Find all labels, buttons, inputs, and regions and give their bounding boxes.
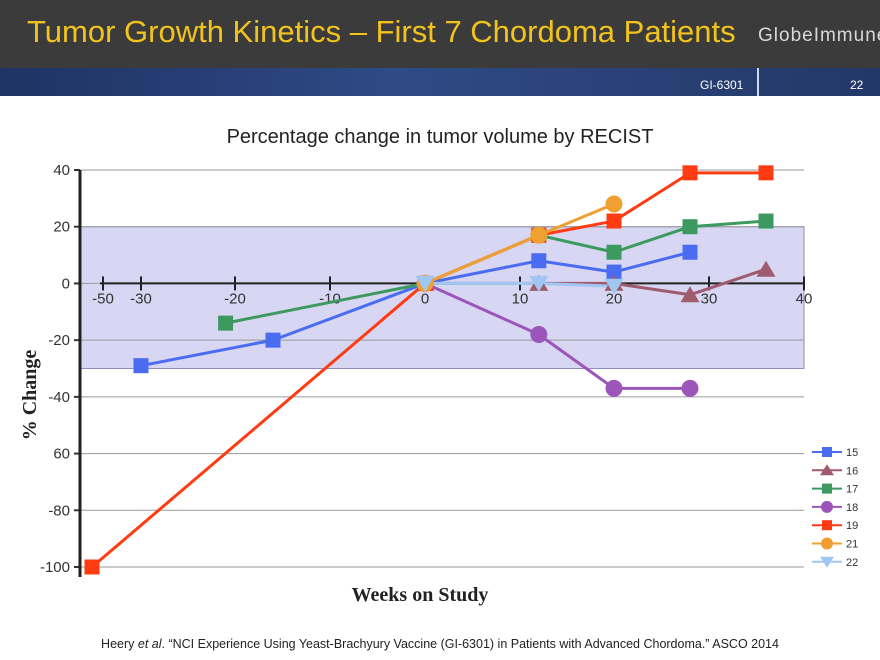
legend-label-21: 21 (846, 539, 858, 551)
series-line-15 (140, 250, 691, 368)
data-point-15 (531, 253, 547, 269)
legend-label-22: 22 (846, 557, 858, 569)
data-point-18 (681, 379, 699, 397)
data-point-16 (680, 286, 700, 303)
x-tick-label: 10 (512, 290, 529, 307)
legend-marker-15 (822, 447, 832, 457)
data-point-19 (84, 559, 100, 575)
data-point-18 (530, 325, 548, 343)
y-tick-label: -40 (48, 389, 70, 406)
legend-label-15: 15 (846, 447, 858, 459)
citation-etal: et al (137, 637, 162, 651)
data-point-15 (133, 358, 149, 374)
legend-marker-18 (821, 500, 833, 513)
legend-marker-21 (821, 537, 833, 550)
citation-rest: . “NCI Experience Using Yeast-Brachyury … (161, 637, 779, 651)
series-line-18 (424, 282, 690, 390)
legend-marker-22 (820, 556, 834, 568)
data-point-19 (682, 165, 698, 181)
legend-label-19: 19 (846, 520, 858, 532)
data-point-17 (606, 244, 622, 260)
citation-prefix: Heery (101, 637, 138, 651)
data-point-17 (758, 213, 774, 229)
data-point-22 (415, 275, 435, 292)
data-point-21 (530, 226, 548, 244)
x-tick-label: -20 (224, 290, 246, 307)
data-point-15 (606, 264, 622, 280)
chart-title: Percentage change in tumor volume by REC… (226, 126, 654, 148)
data-point-19 (758, 165, 774, 181)
citation-footer: Heery et al. “NCI Experience Using Yeast… (0, 637, 880, 651)
x-tick-label: 0 (421, 290, 429, 307)
data-point-19 (606, 213, 622, 229)
x-tick-label: -50 (92, 290, 114, 307)
x-tick-label: 20 (606, 290, 623, 307)
legend-marker-17 (822, 483, 832, 494)
company-logo: GlobeImmune (758, 25, 880, 46)
subheader-bar (0, 68, 880, 96)
header-bar (0, 0, 880, 68)
subheader-divider (757, 68, 759, 96)
data-point-17 (682, 219, 698, 235)
y-tick-label: -80 (48, 502, 70, 519)
y-tick-label: -20 (48, 332, 70, 349)
data-point-15 (682, 244, 698, 260)
legend-marker-16 (820, 464, 834, 476)
y-tick-label: 60 (53, 446, 70, 463)
data-point-22 (604, 278, 624, 295)
data-point-18 (605, 379, 623, 397)
x-tick-label: -30 (130, 290, 152, 307)
x-axis-title: Weeks on Study (352, 584, 489, 606)
legend-label-17: 17 (846, 484, 858, 496)
series-line-19 (91, 171, 766, 569)
y-axis-title: % Change (19, 350, 41, 441)
x-tick-label: 40 (796, 290, 813, 307)
data-point-22 (529, 275, 549, 292)
series-line-17 (225, 219, 767, 325)
data-point-15 (265, 332, 281, 348)
legend-marker-19 (822, 520, 832, 531)
y-tick-label: 40 (53, 162, 70, 179)
legend-label-16: 16 (846, 465, 858, 477)
data-point-17 (218, 315, 234, 331)
legend-label-18: 18 (846, 502, 858, 514)
y-tick-label: -100 (40, 559, 70, 576)
data-point-16 (756, 260, 776, 277)
product-code: GI-6301 (700, 78, 744, 92)
y-tick-label: 0 (62, 275, 70, 292)
slide-number: 22 (850, 78, 864, 92)
data-point-21 (605, 195, 623, 213)
x-tick-label: 30 (701, 290, 718, 307)
slide-title: Tumor Growth Kinetics – First 7 Chordoma… (27, 14, 736, 49)
y-tick-label: 20 (53, 219, 70, 236)
